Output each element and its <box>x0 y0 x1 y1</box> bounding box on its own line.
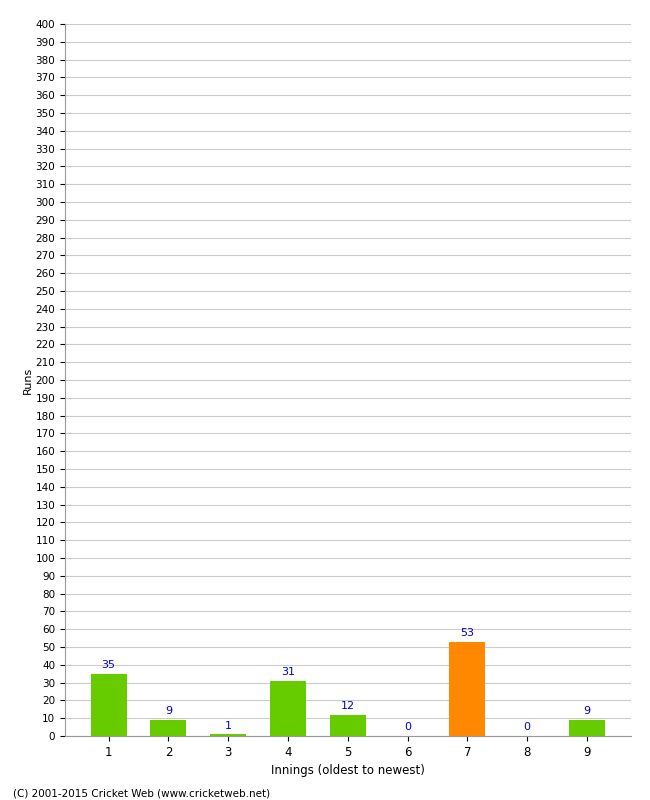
Bar <box>210 734 246 736</box>
Y-axis label: Runs: Runs <box>23 366 32 394</box>
Bar <box>330 714 366 736</box>
Text: 0: 0 <box>524 722 530 733</box>
Bar <box>270 681 306 736</box>
Bar <box>449 642 486 736</box>
Text: (C) 2001-2015 Cricket Web (www.cricketweb.net): (C) 2001-2015 Cricket Web (www.cricketwe… <box>13 788 270 798</box>
Text: 1: 1 <box>225 721 231 730</box>
X-axis label: Innings (oldest to newest): Innings (oldest to newest) <box>271 764 424 778</box>
Text: 9: 9 <box>165 706 172 717</box>
Text: 9: 9 <box>583 706 590 717</box>
Text: 12: 12 <box>341 701 355 711</box>
Text: 0: 0 <box>404 722 411 733</box>
Text: 53: 53 <box>460 628 474 638</box>
Text: 31: 31 <box>281 667 295 678</box>
Bar <box>91 674 127 736</box>
Bar <box>569 720 604 736</box>
Text: 35: 35 <box>101 660 116 670</box>
Bar <box>151 720 187 736</box>
